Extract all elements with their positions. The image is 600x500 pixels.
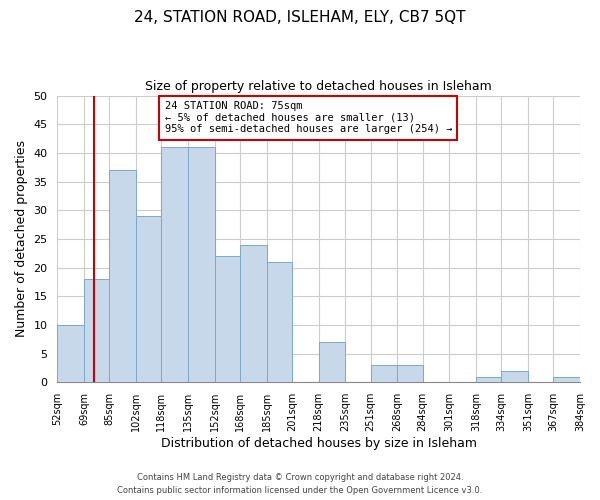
Bar [84,279,109,382]
Bar [136,216,161,382]
Title: Size of property relative to detached houses in Isleham: Size of property relative to detached ho… [145,80,492,93]
Bar [58,325,84,382]
Bar [501,371,528,382]
Text: 24, STATION ROAD, ISLEHAM, ELY, CB7 5QT: 24, STATION ROAD, ISLEHAM, ELY, CB7 5QT [134,10,466,25]
Bar [161,147,188,382]
Text: 24 STATION ROAD: 75sqm
← 5% of detached houses are smaller (13)
95% of semi-deta: 24 STATION ROAD: 75sqm ← 5% of detached … [164,102,452,134]
Bar [240,244,267,382]
Bar [215,256,240,382]
Bar [267,262,292,382]
Bar [553,376,580,382]
X-axis label: Distribution of detached houses by size in Isleham: Distribution of detached houses by size … [161,437,477,450]
Bar [319,342,346,382]
Y-axis label: Number of detached properties: Number of detached properties [15,140,28,338]
Bar [188,147,215,382]
Bar [109,170,136,382]
Bar [476,376,501,382]
Text: Contains HM Land Registry data © Crown copyright and database right 2024.
Contai: Contains HM Land Registry data © Crown c… [118,474,482,495]
Bar [397,365,422,382]
Bar [371,365,397,382]
